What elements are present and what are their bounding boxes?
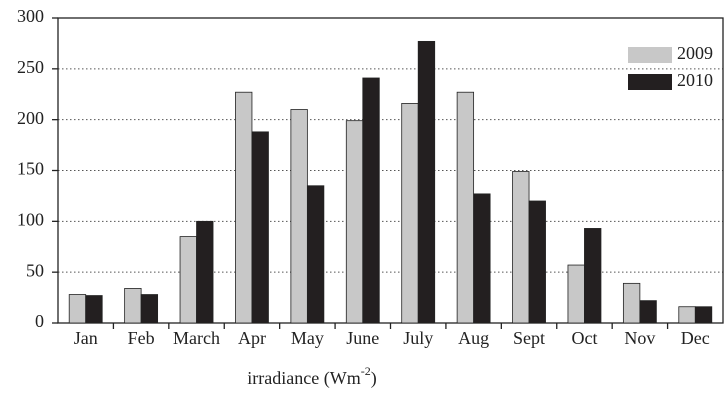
bar [639,300,657,324]
y-tick-label: 200 [17,108,44,128]
x-tick-label: June [346,328,379,348]
bar [196,220,214,324]
bar [694,306,713,324]
x-tick-label: Nov [624,328,655,348]
x-tick-label: March [173,328,220,348]
bar [140,294,159,324]
x-axis-label-superscript: -2 [361,364,371,378]
y-tick-label: 0 [35,311,44,331]
bar [678,306,696,324]
bar [401,103,419,324]
bar [290,109,308,324]
y-tick-label: 100 [17,209,44,229]
bar [362,77,380,324]
bar [85,295,103,324]
x-tick-label: Dec [681,328,710,348]
x-tick-label: Sept [513,328,545,348]
bar [528,200,546,324]
legend-label: 2009 [677,43,713,63]
bar [584,228,602,324]
legend-label: 2010 [677,70,713,90]
bar [124,288,142,324]
y-tick-label: 250 [17,57,44,77]
x-tick-label: July [403,328,433,348]
bar [68,294,87,324]
bar [306,185,325,324]
bar [345,120,364,324]
bar [179,236,197,324]
bar [512,171,530,324]
x-axis-label-suffix: ) [371,368,377,389]
x-tick-label: Apr [238,328,266,348]
x-tick-label: Oct [571,328,597,348]
bar [417,40,436,324]
legend-swatch [628,47,672,63]
x-tick-label: Aug [458,328,489,348]
legend-swatch [628,74,672,90]
x-tick-label: Feb [128,328,155,348]
bar [567,264,585,324]
x-axis-label-text: irradiance (Wm [247,368,360,389]
bar [622,282,641,324]
bar [473,193,491,324]
y-tick-label: 300 [17,6,44,26]
x-axis-label: irradiance (Wm-2) [247,364,376,389]
bar [456,91,475,324]
x-tick-label: May [291,328,324,348]
bar [251,131,269,324]
y-tick-label: 50 [26,260,44,280]
bar [235,91,253,324]
x-tick-label: Jan [74,328,98,348]
y-tick-label: 150 [17,159,44,179]
